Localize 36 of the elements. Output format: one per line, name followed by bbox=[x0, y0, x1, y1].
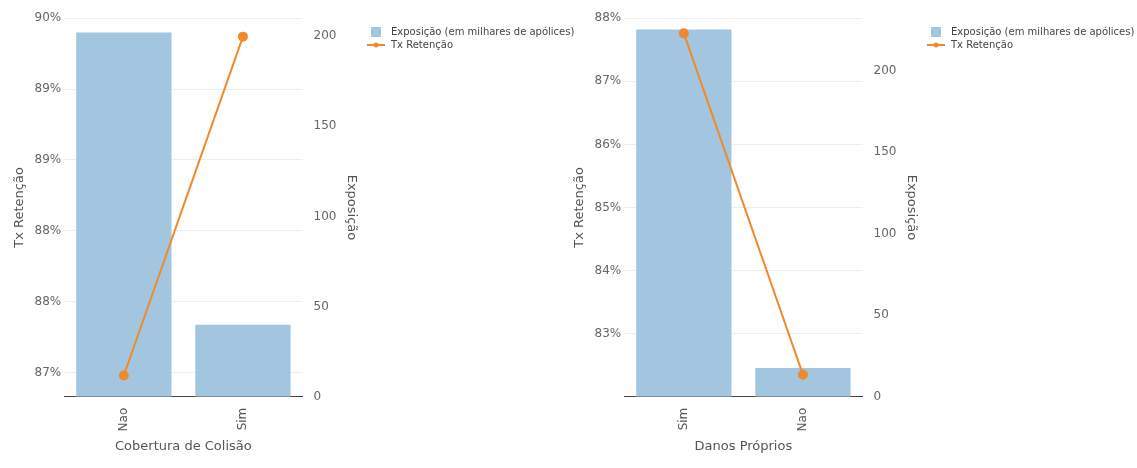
y-tick-label: 83% bbox=[594, 325, 622, 340]
y-axis-title: Tx Retenção bbox=[11, 167, 27, 249]
legend-label: Tx Retenção bbox=[951, 39, 1014, 50]
y2-tick-label: 150 bbox=[873, 144, 897, 159]
y2-tick-label: 0 bbox=[873, 388, 882, 403]
x-axis-title: Cobertura de Colisão bbox=[115, 437, 252, 453]
x-tick-label: Sim bbox=[675, 407, 690, 431]
y2-tick-label: 150 bbox=[313, 118, 337, 133]
legend-label: Tx Retenção bbox=[391, 39, 454, 50]
x-axis-title: Danos Próprios bbox=[694, 437, 793, 453]
legend-label: Exposição (em milhares de apólices) bbox=[391, 26, 575, 37]
y2-tick-label: 0 bbox=[313, 388, 322, 403]
legend-label: Exposição (em milhares de apólices) bbox=[951, 26, 1135, 37]
x-tick-label: Nao bbox=[115, 407, 130, 432]
y-tick-label: 89% bbox=[34, 81, 62, 96]
y2-axis-title: Exposição bbox=[344, 174, 360, 241]
y-tick-label: 87% bbox=[34, 364, 62, 379]
x-tick-label: Sim bbox=[235, 407, 250, 431]
y2-axis-title: Exposição bbox=[904, 174, 920, 241]
y2-tick-label: 50 bbox=[873, 307, 889, 322]
y-tick-label: 88% bbox=[594, 10, 622, 25]
x-tick-label: Nao bbox=[795, 407, 810, 432]
y2-tick-label: 100 bbox=[873, 225, 897, 240]
y-axis-title: Tx Retenção bbox=[571, 167, 587, 249]
y-tick-label: 89% bbox=[34, 152, 62, 167]
y-tick-label: 88% bbox=[34, 222, 62, 237]
y-tick-label: 88% bbox=[34, 293, 62, 308]
y2-tick-label: 50 bbox=[313, 298, 329, 313]
y2-tick-label: 200 bbox=[873, 62, 897, 77]
y-tick-label: 84% bbox=[594, 262, 622, 277]
y-tick-label: 86% bbox=[594, 136, 622, 151]
y-tick-label: 85% bbox=[594, 199, 622, 214]
y-tick-label: 90% bbox=[34, 10, 62, 25]
y2-tick-label: 200 bbox=[313, 28, 337, 43]
y2-tick-label: 100 bbox=[313, 208, 337, 223]
y-tick-label: 87% bbox=[594, 73, 622, 88]
